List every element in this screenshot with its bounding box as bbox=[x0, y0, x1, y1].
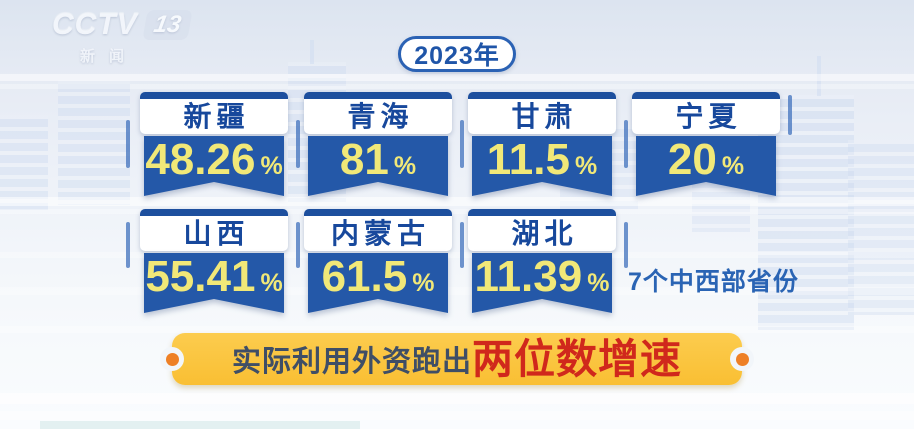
bg-stripe bbox=[0, 326, 914, 333]
growth-value: 11.39 bbox=[474, 252, 583, 301]
year-badge: 2023年 bbox=[398, 36, 516, 72]
divider-tick bbox=[460, 120, 464, 168]
ribbon-shape: 11.5 % bbox=[472, 136, 612, 196]
divider-tick bbox=[296, 120, 300, 168]
ribbon-shape: 48.26 % bbox=[144, 136, 284, 196]
province-value-ribbon: 20 % bbox=[636, 136, 776, 196]
province-name: 山西 bbox=[183, 217, 250, 249]
province-name: 新疆 bbox=[183, 100, 250, 132]
skyline-base-strip bbox=[40, 421, 360, 429]
province-card-hubei: 湖北 11.39 % bbox=[468, 209, 616, 313]
province-value-ribbon: 48.26 % bbox=[144, 136, 284, 196]
province-card-neimenggu: 内蒙古 61.5 % bbox=[304, 209, 452, 313]
province-name-box: 山西 bbox=[140, 209, 288, 251]
growth-value: 81 bbox=[339, 135, 389, 184]
banner-notch-left bbox=[160, 347, 184, 371]
growth-value: 48.26 bbox=[145, 135, 256, 184]
province-name-box: 青海 bbox=[304, 92, 452, 134]
headline-banner: 实际利用外资跑出 两位数增速 bbox=[160, 333, 754, 385]
province-value-ribbon: 55.41 % bbox=[144, 253, 284, 313]
province-card-qinghai: 青海 81 % bbox=[304, 92, 452, 196]
province-value-ribbon: 61.5 % bbox=[308, 253, 448, 313]
ribbon-shape: 61.5 % bbox=[308, 253, 448, 313]
percent-unit: % bbox=[393, 152, 417, 180]
banner-prefix-text: 实际利用外资跑出 bbox=[231, 346, 472, 378]
province-name-box: 宁夏 bbox=[632, 92, 780, 134]
group-note: 7个中西部省份 bbox=[628, 268, 799, 296]
province-name: 甘肃 bbox=[511, 100, 578, 132]
province-value-ribbon: 11.5 % bbox=[472, 136, 612, 196]
province-name: 宁夏 bbox=[675, 100, 742, 132]
ribbon-shape: 11.39 % bbox=[472, 253, 612, 313]
bg-stripe bbox=[0, 74, 914, 81]
channel-name-text: 新闻 bbox=[80, 48, 139, 65]
ribbon-shape: 81 % bbox=[308, 136, 448, 196]
building-silhouette bbox=[58, 80, 130, 205]
growth-value: 55.41 bbox=[145, 252, 256, 301]
percent-unit: % bbox=[260, 269, 283, 297]
province-name-box: 内蒙古 bbox=[304, 209, 452, 251]
antenna-silhouette bbox=[310, 40, 314, 64]
divider-tick bbox=[624, 120, 628, 168]
province-name-box: 湖北 bbox=[468, 209, 616, 251]
divider-tick bbox=[788, 95, 792, 135]
province-card-xinjiang: 新疆 48.26 % bbox=[140, 92, 288, 196]
building-silhouette bbox=[758, 95, 854, 330]
province-value-ribbon: 81 % bbox=[308, 136, 448, 196]
province-name: 湖北 bbox=[511, 217, 578, 249]
ribbon-shape: 20 % bbox=[636, 136, 776, 196]
building-silhouette bbox=[848, 140, 914, 315]
percent-unit: % bbox=[587, 269, 610, 297]
divider-tick bbox=[126, 120, 130, 168]
percent-unit: % bbox=[574, 152, 598, 180]
province-name: 内蒙古 bbox=[330, 217, 430, 249]
divider-tick bbox=[460, 222, 464, 268]
banner-highlight-text: 两位数增速 bbox=[472, 335, 682, 382]
channel-13-badge: 13 bbox=[142, 10, 193, 40]
cctv-brand-text: CCTV bbox=[52, 8, 138, 41]
growth-value: 61.5 bbox=[321, 252, 408, 301]
province-name-box: 甘肃 bbox=[468, 92, 616, 134]
percent-unit: % bbox=[721, 152, 745, 180]
province-name-box: 新疆 bbox=[140, 92, 288, 134]
bg-stripe bbox=[0, 252, 914, 258]
cctv13-logo: CCTV 13 新闻 bbox=[52, 8, 193, 66]
bg-stripe bbox=[0, 197, 914, 206]
building-silhouette bbox=[0, 115, 48, 210]
province-card-gansu: 甘肃 11.5 % bbox=[468, 92, 616, 196]
divider-tick bbox=[296, 222, 300, 268]
percent-unit: % bbox=[260, 152, 283, 180]
percent-unit: % bbox=[412, 269, 435, 297]
bg-stripe bbox=[0, 411, 914, 420]
province-card-shanxi: 山西 55.41 % bbox=[140, 209, 288, 313]
province-name: 青海 bbox=[347, 100, 414, 132]
province-value-ribbon: 11.39 % bbox=[472, 253, 612, 313]
divider-tick bbox=[126, 222, 130, 268]
bg-stripe bbox=[0, 287, 914, 295]
ribbon-shape: 55.41 % bbox=[144, 253, 284, 313]
banner-notch-right bbox=[730, 347, 754, 371]
growth-value: 20 bbox=[667, 135, 717, 184]
bg-stripe bbox=[0, 84, 914, 89]
divider-tick bbox=[624, 222, 628, 268]
growth-value: 11.5 bbox=[486, 135, 570, 184]
cctv13-logo-row: CCTV 13 bbox=[52, 8, 193, 42]
banner-dot-right bbox=[735, 352, 749, 366]
bg-stripe bbox=[0, 209, 914, 214]
province-card-ningxia: 宁夏 20 % bbox=[632, 92, 780, 196]
bg-stripe bbox=[0, 393, 914, 404]
banner-dot-left bbox=[165, 352, 179, 366]
